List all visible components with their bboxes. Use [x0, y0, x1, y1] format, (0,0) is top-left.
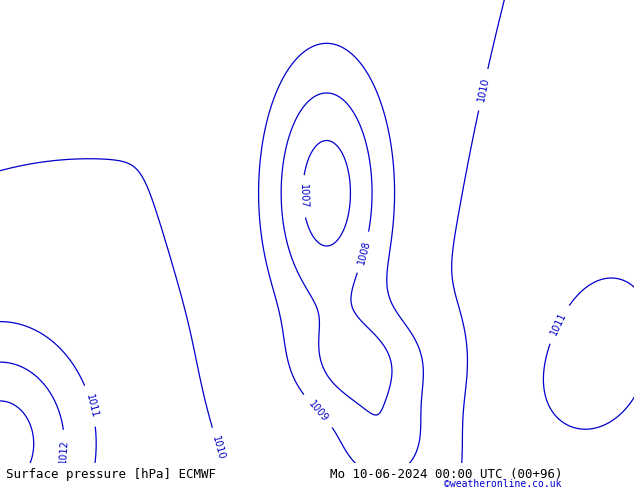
Text: 1008: 1008 — [356, 239, 372, 266]
Text: 1007: 1007 — [297, 184, 308, 209]
Text: 1011: 1011 — [84, 393, 99, 419]
Text: Surface pressure [hPa] ECMWF: Surface pressure [hPa] ECMWF — [6, 468, 216, 481]
Text: 1010: 1010 — [210, 435, 226, 461]
Text: 1012: 1012 — [58, 439, 70, 464]
Text: 1009: 1009 — [306, 398, 330, 423]
Text: 1010: 1010 — [476, 76, 491, 103]
Text: ©weatheronline.co.uk: ©weatheronline.co.uk — [444, 479, 561, 489]
Text: 1011: 1011 — [548, 311, 568, 337]
Text: Mo 10-06-2024 00:00 UTC (00+96): Mo 10-06-2024 00:00 UTC (00+96) — [330, 468, 562, 481]
